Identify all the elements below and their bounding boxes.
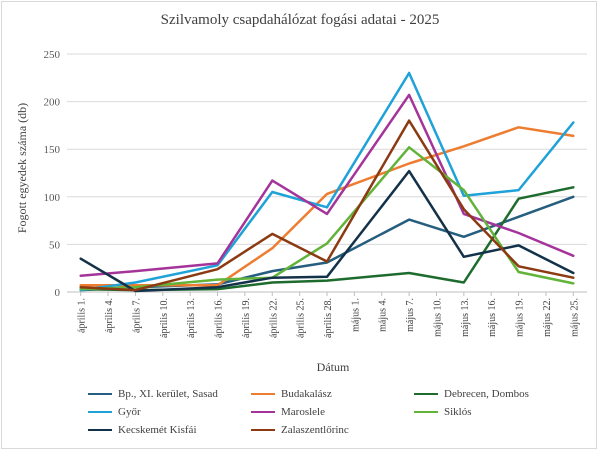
series-line bbox=[79, 93, 575, 278]
x-tick-label: április 7. bbox=[131, 298, 142, 333]
x-tick-label: április 10. bbox=[159, 298, 170, 338]
x-tick-label: április 1. bbox=[77, 298, 88, 333]
x-tick-label: április 22. bbox=[268, 298, 279, 338]
x-axis-title: Dátum bbox=[317, 360, 350, 374]
x-tick-label: május 19. bbox=[515, 298, 526, 337]
series-line bbox=[79, 71, 575, 292]
series-lines bbox=[79, 71, 575, 293]
x-tick-label: április 19. bbox=[241, 298, 252, 338]
x-tick-label: április 4. bbox=[104, 298, 115, 333]
y-tick-label: 100 bbox=[44, 192, 61, 204]
chart-title: Szilvamoly csapdahálózat fogási adatai -… bbox=[160, 12, 440, 28]
series-line bbox=[79, 119, 575, 292]
x-tick-label: május 16. bbox=[487, 298, 498, 337]
y-axis-ticks: 0 50 100 150 200 250 bbox=[44, 49, 61, 299]
y-tick-label: 250 bbox=[44, 49, 61, 61]
y-tick-label: 0 bbox=[55, 287, 61, 299]
x-tick-label: május 1. bbox=[350, 298, 361, 332]
x-tick-label: május 25. bbox=[569, 298, 580, 337]
y-tick-label: 200 bbox=[44, 97, 61, 109]
x-tick-label: május 10. bbox=[432, 298, 443, 337]
y-tick-label: 50 bbox=[49, 239, 61, 251]
y-tick-label: 150 bbox=[44, 144, 61, 156]
x-tick-label: május 13. bbox=[460, 298, 471, 337]
x-tick-label: május 4. bbox=[378, 298, 389, 332]
x-tick-label: április 25. bbox=[296, 298, 307, 338]
series-line bbox=[79, 186, 575, 292]
y-axis-title: Fogott egyedek száma (db) bbox=[15, 103, 29, 233]
x-tick-label: május 22. bbox=[542, 298, 553, 337]
x-axis-ticks: április 1. április 4. április 7. április 10… bbox=[77, 292, 580, 338]
series-line bbox=[79, 146, 575, 291]
series-line bbox=[79, 169, 575, 293]
x-tick-label: április 13. bbox=[186, 298, 197, 338]
x-tick-label: május 7. bbox=[405, 298, 416, 332]
x-tick-label: április 28. bbox=[323, 298, 334, 338]
x-tick-label: április 16. bbox=[214, 298, 225, 338]
